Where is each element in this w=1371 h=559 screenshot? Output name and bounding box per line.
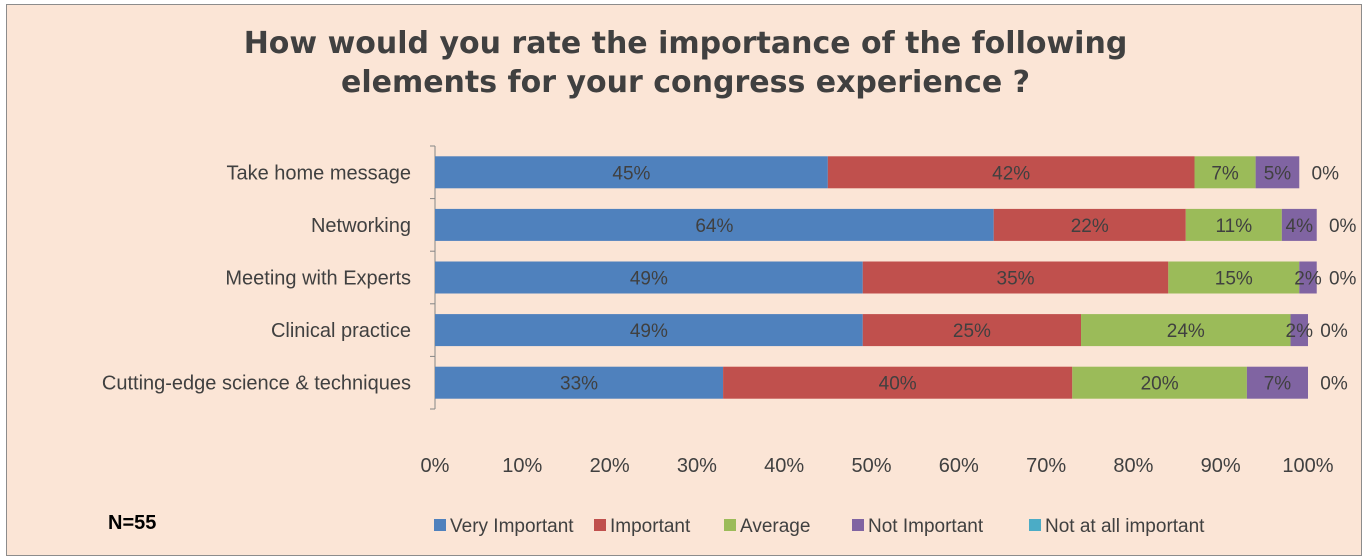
legend-item-not-at-all-important: Not at all important <box>1029 516 1204 538</box>
data-label-important: 42% <box>992 163 1030 184</box>
data-label-not-at-all-important: 0% <box>1320 374 1348 395</box>
bar-not-important-networking <box>1281 208 1317 241</box>
legend-swatch <box>434 519 446 531</box>
bar-important-clinical-practice <box>862 314 1082 347</box>
data-label-very-important: 64% <box>695 216 733 237</box>
data-label-not-important: 4% <box>1286 216 1314 237</box>
legend-swatch <box>852 519 864 531</box>
bar-very-important-networking <box>435 208 994 241</box>
bar-not-important-take-home-message <box>1255 156 1300 189</box>
legend: Very Important Important Average Not Import… <box>0 516 1371 540</box>
data-label-very-important: 49% <box>630 269 668 290</box>
data-label-average: 15% <box>1215 269 1253 290</box>
data-label-important: 35% <box>997 269 1035 290</box>
legend-item-important: Important <box>594 516 690 538</box>
x-tick-label: 20% <box>590 455 630 477</box>
data-label-average: 7% <box>1211 163 1239 184</box>
legend-swatch <box>1029 519 1041 531</box>
x-tick-label: 90% <box>1201 455 1241 477</box>
legend-swatch <box>594 519 606 531</box>
legend-label: Important <box>610 516 691 537</box>
chart-title-line-1: How would you rate the importance of the… <box>243 26 1128 61</box>
x-tick-label: 10% <box>502 455 542 477</box>
bar-not-important-meeting-with-experts <box>1299 261 1317 294</box>
data-label-important: 40% <box>879 374 917 395</box>
bar-important-networking <box>993 208 1186 241</box>
sample-size-note: N=55 <box>108 512 157 534</box>
data-label-not-at-all-important: 0% <box>1312 163 1340 184</box>
chart-title: How would you rate the importance of the… <box>0 24 1371 102</box>
bar-average-take-home-message <box>1194 156 1256 189</box>
data-label-average: 24% <box>1167 321 1205 342</box>
category-label-cutting-edge-science-techniques: Cutting-edge science & techniques <box>102 373 411 395</box>
data-label-very-important: 49% <box>630 321 668 342</box>
data-label-very-important: 33% <box>560 374 598 395</box>
category-label-meeting-with-experts: Meeting with Experts <box>225 268 411 290</box>
bar-average-meeting-with-experts <box>1168 261 1300 294</box>
x-tick-label: 50% <box>851 455 891 477</box>
data-label-not-important: 5% <box>1264 163 1292 184</box>
legend-swatch <box>724 519 736 531</box>
legend-label: Not Important <box>868 516 984 537</box>
category-label-networking: Networking <box>311 215 411 237</box>
legend-item-very-important: Very Important <box>434 516 574 538</box>
data-label-not-important: 2% <box>1286 321 1314 342</box>
bar-average-cutting-edge-science-techniques <box>1072 366 1247 399</box>
data-label-not-important: 7% <box>1264 374 1292 395</box>
bar-important-cutting-edge-science-techniques <box>723 366 1073 399</box>
bar-average-clinical-practice <box>1081 314 1291 347</box>
bar-average-networking <box>1185 208 1282 241</box>
data-label-important: 22% <box>1071 216 1109 237</box>
data-label-important: 25% <box>953 321 991 342</box>
bar-not-important-cutting-edge-science-techniques <box>1246 366 1308 399</box>
bar-very-important-take-home-message <box>435 156 828 189</box>
bar-very-important-cutting-edge-science-techniques <box>435 366 724 399</box>
bar-important-meeting-with-experts <box>862 261 1169 294</box>
x-tick-label: 100% <box>1282 455 1333 477</box>
category-label-take-home-message: Take home message <box>226 162 411 184</box>
chart-title-line-2: elements for your congress experience ? <box>340 65 1031 100</box>
x-tick-label: 0% <box>421 455 450 477</box>
x-tick-label: 70% <box>1026 455 1066 477</box>
data-label-not-at-all-important: 0% <box>1320 321 1348 342</box>
data-label-average: 20% <box>1141 374 1179 395</box>
x-tick-label: 60% <box>939 455 979 477</box>
category-label-clinical-practice: Clinical practice <box>271 320 411 342</box>
bar-not-important-clinical-practice <box>1290 314 1308 347</box>
data-label-not-at-all-important: 0% <box>1329 216 1357 237</box>
legend-item-not-important: Not Important <box>852 516 983 538</box>
bar-important-take-home-message <box>827 156 1195 189</box>
legend-label: Average <box>740 516 811 537</box>
data-label-not-at-all-important: 0% <box>1329 269 1357 290</box>
legend-item-average: Average <box>724 516 810 538</box>
bar-very-important-clinical-practice <box>435 314 863 347</box>
data-label-average: 11% <box>1215 216 1252 237</box>
legend-label: Very Important <box>450 516 574 537</box>
bar-very-important-meeting-with-experts <box>435 261 863 294</box>
data-label-not-important: 2% <box>1294 269 1322 290</box>
x-tick-label: 40% <box>764 455 804 477</box>
x-tick-label: 80% <box>1113 455 1153 477</box>
x-tick-label: 30% <box>677 455 717 477</box>
data-label-very-important: 45% <box>612 163 650 184</box>
legend-label: Not at all important <box>1045 516 1205 537</box>
